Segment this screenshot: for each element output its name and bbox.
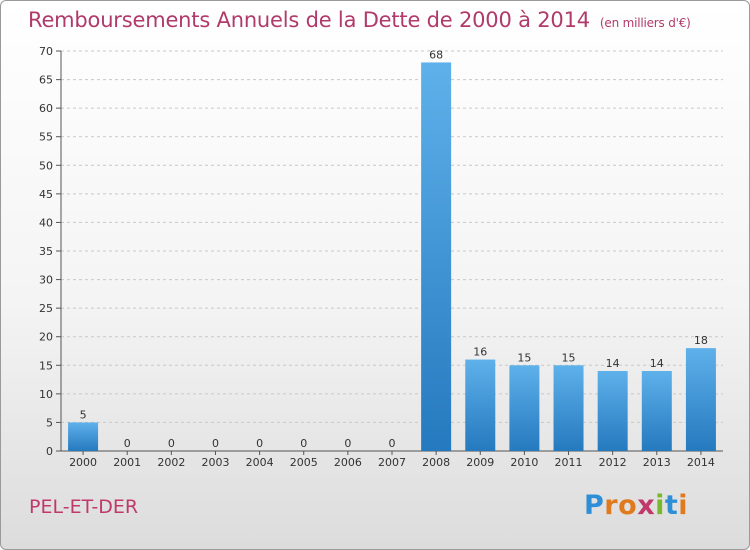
commune-name: PEL-ET-DER <box>29 496 139 518</box>
x-tick-label: 2011 <box>555 456 583 469</box>
bar-value-label: 0 <box>389 437 396 450</box>
y-tick-label: 70 <box>39 45 53 58</box>
bar <box>597 371 628 451</box>
bar <box>421 62 452 452</box>
bar-value-label: 0 <box>212 437 219 450</box>
proxiti-logo: Proxiti <box>584 490 689 521</box>
y-tick-label: 20 <box>39 331 53 344</box>
bar <box>465 359 496 451</box>
x-tick-labels: 2000 2001 2002 2003 2004 2005 2006 2007 2008 2009… <box>69 456 715 469</box>
y-tick-label: 60 <box>39 102 53 115</box>
bar-value-label: 14 <box>606 357 620 370</box>
x-tick-label: 2002 <box>157 456 185 469</box>
chart-title-text: Remboursements Annuels de la Dette de 20… <box>28 8 590 32</box>
y-tick-label: 50 <box>39 159 53 172</box>
bar-value-label: 18 <box>694 334 708 347</box>
bar-value-label: 0 <box>344 437 351 450</box>
bar-value-label: 14 <box>650 357 664 370</box>
x-tick-label: 2003 <box>201 456 229 469</box>
bar-value-label: 15 <box>517 351 531 364</box>
x-tick-label: 2005 <box>290 456 318 469</box>
x-tick-label: 2012 <box>599 456 627 469</box>
x-tick-label: 2007 <box>378 456 406 469</box>
x-tick-label: 2004 <box>246 456 274 469</box>
y-tick-labels: 0 5 10 15 20 25 30 35 40 45 50 55 60 65 70 <box>39 45 53 458</box>
x-tick-label: 2008 <box>422 456 450 469</box>
x-tick-label: 2006 <box>334 456 362 469</box>
bar <box>68 422 99 451</box>
bar-labels: 5 0 0 0 0 0 0 0 68 16 15 15 14 14 18 <box>80 48 708 450</box>
y-tick-label: 45 <box>39 188 53 201</box>
y-tick-label: 35 <box>39 245 53 258</box>
y-tick-label: 5 <box>46 416 53 429</box>
bar <box>685 348 716 451</box>
y-tick-label: 30 <box>39 274 53 287</box>
chart-unit: (en milliers d'€) <box>599 16 691 30</box>
chart-title: Remboursements Annuels de la Dette de 20… <box>28 8 691 32</box>
bar-value-label: 0 <box>300 437 307 450</box>
y-tick-label: 10 <box>39 388 53 401</box>
y-tick-label: 55 <box>39 131 53 144</box>
x-tick-label: 2010 <box>510 456 538 469</box>
gridlines <box>61 50 723 423</box>
y-tick-label: 15 <box>39 359 53 372</box>
bar-value-label: 16 <box>473 346 487 359</box>
bar-value-label: 5 <box>80 408 87 421</box>
x-tick-label: 2009 <box>466 456 494 469</box>
bar <box>553 365 584 451</box>
x-tick-label: 2014 <box>687 456 715 469</box>
bar <box>641 371 672 451</box>
bar-value-label: 68 <box>429 48 443 61</box>
y-tick-label: 40 <box>39 216 53 229</box>
y-tick-label: 25 <box>39 302 53 315</box>
bar <box>509 365 540 451</box>
x-tick-label: 2000 <box>69 456 97 469</box>
y-tick-label: 0 <box>46 445 53 458</box>
x-tick-label: 2013 <box>643 456 671 469</box>
bar-value-label: 0 <box>256 437 263 450</box>
bar-value-label: 0 <box>124 437 131 450</box>
bar-value-label: 15 <box>562 351 576 364</box>
bars <box>68 62 716 452</box>
bar-value-label: 0 <box>168 437 175 450</box>
x-tick-label: 2001 <box>113 456 141 469</box>
y-tick-label: 65 <box>39 74 53 87</box>
